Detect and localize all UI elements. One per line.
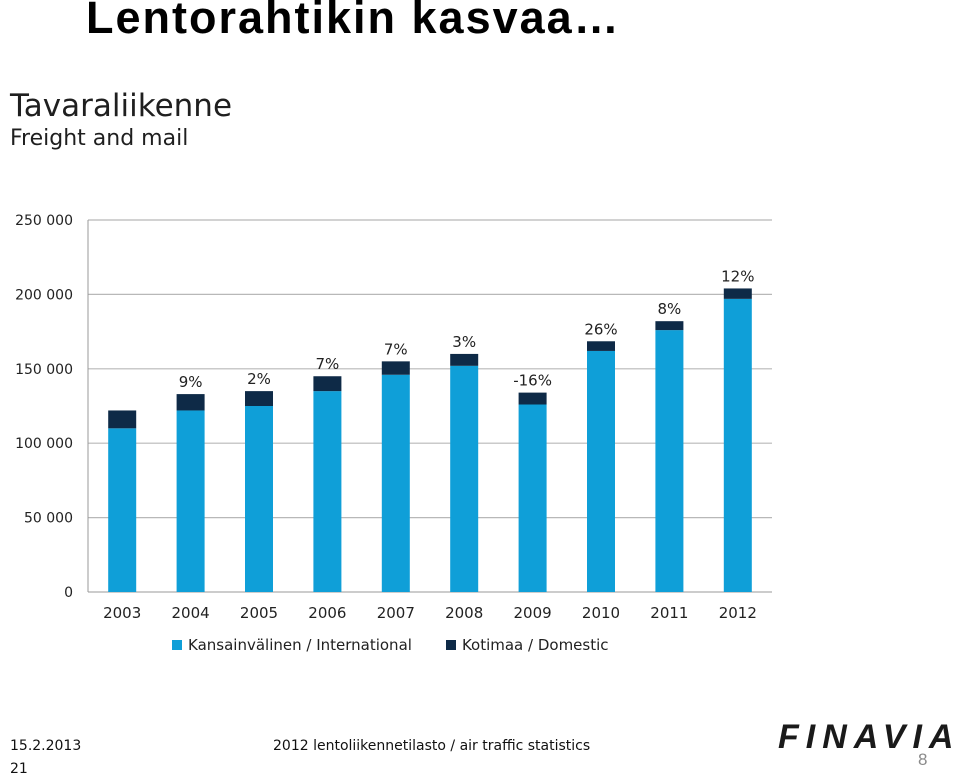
bar-domestic — [108, 410, 137, 429]
growth-label: 7% — [316, 355, 340, 373]
page-number: 8 — [918, 750, 928, 769]
x-tick-label: 2003 — [103, 604, 141, 622]
bar-international — [245, 406, 273, 592]
footer-page-small: 21 — [10, 761, 28, 777]
x-tick-label: 2009 — [514, 604, 552, 622]
growth-label: 8% — [658, 300, 682, 318]
growth-label: 12% — [721, 267, 754, 285]
x-tick-label: 2005 — [240, 604, 278, 622]
x-tick-label: 2011 — [650, 604, 688, 622]
legend-label-international: Kansainvälinen / International — [188, 636, 412, 654]
bar-domestic — [518, 392, 547, 405]
legend-item-domestic: Kotimaa / Domestic — [445, 636, 609, 654]
growth-label: 7% — [384, 340, 408, 358]
growth-label: 26% — [584, 320, 617, 338]
y-tick-label: 50 000 — [24, 511, 73, 527]
bar-domestic — [313, 376, 342, 392]
bar-domestic — [381, 361, 410, 375]
y-tick-label: 150 000 — [15, 362, 73, 378]
x-tick-label: 2010 — [582, 604, 620, 622]
slide-title: Lentorahtikin kasvaa… — [86, 0, 621, 43]
bar-international — [587, 350, 615, 592]
freight-bar-chart: 0 50 000 100 000 150 000 200 000 250 000 2003 9… — [15, 213, 772, 622]
finavia-logo: FINAVIA — [778, 718, 960, 756]
legend-label-domestic: Kotimaa / Domestic — [461, 636, 609, 654]
footer-date: 15.2.2013 — [10, 738, 82, 754]
growth-label: 2% — [247, 370, 271, 388]
bar-domestic — [587, 341, 615, 351]
bar-international — [313, 391, 342, 592]
x-tick-label: 2008 — [445, 604, 483, 622]
growth-label: 3% — [452, 333, 476, 351]
footer-source: 2012 lentoliikennetilasto / air traffic … — [273, 738, 591, 754]
growth-label: 9% — [179, 373, 203, 391]
legend-item-international: Kansainvälinen / International — [172, 636, 412, 654]
growth-label: -16% — [513, 372, 552, 390]
bar-domestic — [450, 353, 479, 366]
y-tick-label: 100 000 — [15, 436, 73, 452]
x-tick-label: 2006 — [308, 604, 346, 622]
chart-legend: Kansainvälinen / International Kotimaa /… — [172, 636, 609, 654]
bar-international — [381, 374, 410, 592]
bar-international — [655, 330, 684, 592]
legend-swatch-international — [172, 640, 182, 650]
bar-international — [518, 404, 547, 592]
bar-domestic — [245, 391, 273, 406]
bar-domestic — [176, 394, 205, 411]
x-tick-label: 2007 — [377, 604, 415, 622]
chart-heading-fi: Tavaraliikenne — [10, 88, 233, 124]
legend-swatch-domestic — [445, 640, 456, 650]
bar-international — [176, 410, 205, 592]
y-tick-label: 200 000 — [15, 287, 73, 303]
x-tick-label: 2012 — [719, 604, 757, 622]
y-tick-label: 250 000 — [15, 213, 73, 229]
bar-international — [450, 365, 479, 592]
x-tick-label: 2004 — [172, 604, 210, 622]
bar-international — [108, 428, 137, 592]
bar-domestic — [723, 288, 752, 299]
chart-heading-en: Freight and mail — [10, 126, 189, 151]
y-tick-label: 0 — [64, 585, 73, 601]
bar-international — [723, 298, 752, 592]
bar-domestic — [655, 321, 684, 331]
